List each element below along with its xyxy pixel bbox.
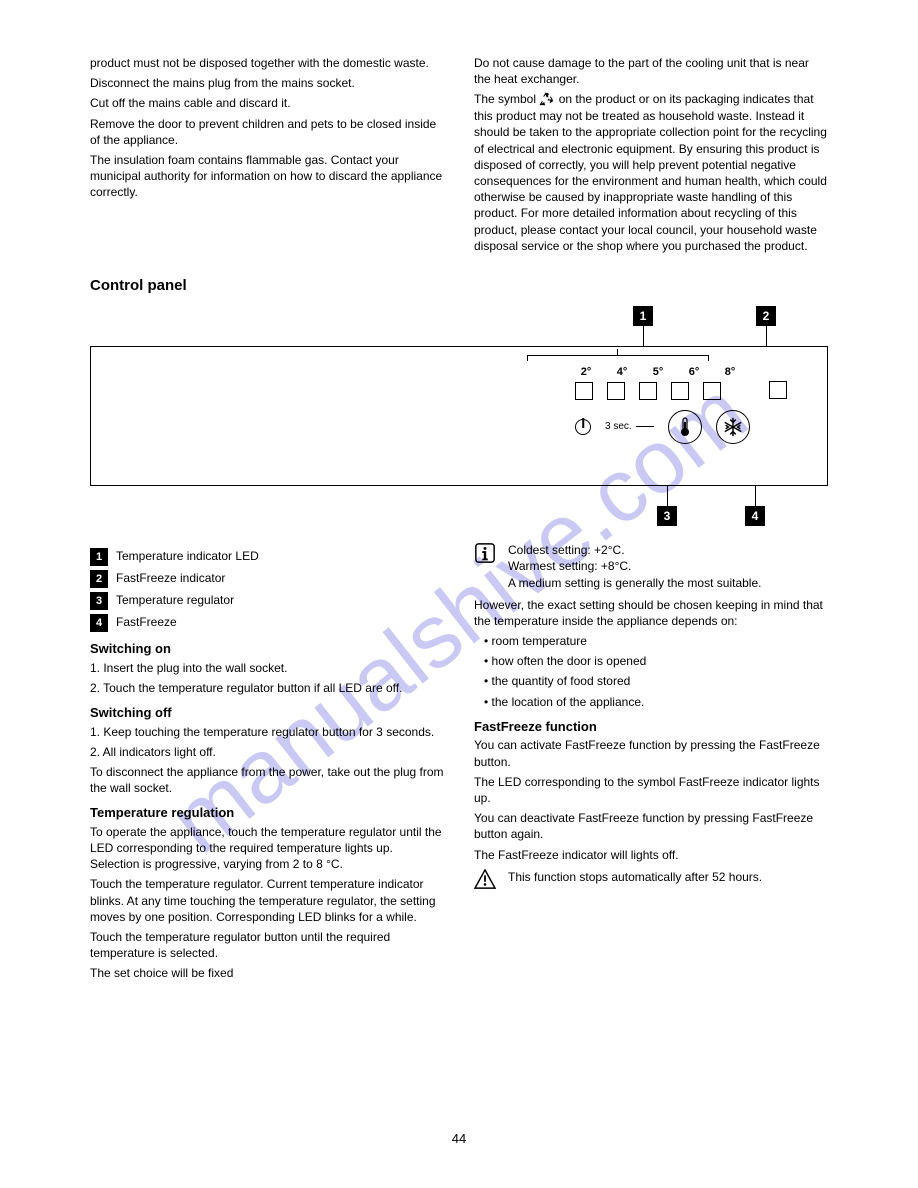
intro-l3: Remove the door to prevent children and … [90,116,444,148]
sec-label: 3 sec. [605,420,632,434]
switch-off-1: 1. Keep touching the temperature regulat… [90,724,444,740]
caution-icon [474,869,496,893]
symbol-lead: The symbol [474,92,536,106]
body-left: 1 Temperature indicator LED 2 FastFreeze i… [90,542,444,985]
snowflake-icon [722,416,744,438]
factor-0-t: room temperature [492,634,587,648]
temp-reg-h: Temperature regulation [90,804,444,822]
switch-off-2: 2. All indicators light off. [90,744,444,760]
ff-off2: The FastFreeze indicator will lights off… [474,847,828,863]
control-row: 3 sec. [575,410,787,444]
factor-2-t: the quantity of food stored [492,674,631,688]
factor-1-t: how often the door is opened [492,654,647,668]
ff-p: You can activate FastFreeze function by … [474,737,828,769]
factor-3-t: the location of the appliance. [492,695,645,709]
fastfreeze-led [769,381,787,399]
lead-1 [643,326,644,346]
ff-caution: This function stops automatically after … [508,869,762,885]
intro-right: Do not cause damage to the part of the c… [474,55,828,258]
legend-n4: 4 [90,614,108,632]
led-box [607,382,625,400]
page-content: product must not be disposed together wi… [90,55,828,986]
factor-2: • the quantity of food stored [474,673,828,689]
legend-n3: 3 [90,592,108,610]
bracket-lead [617,349,618,355]
intro-l1: Disconnect the mains plug from the mains… [90,75,444,91]
temp-6: 6° [683,365,705,380]
intro-columns: product must not be disposed together wi… [90,55,828,258]
temp-bracket [527,355,709,361]
led-box [671,382,689,400]
temp-button[interactable] [668,410,702,444]
thermometer-icon [677,417,693,437]
lead-4 [755,486,756,506]
ff-led: The LED corresponding to the symbol Fast… [474,774,828,806]
intro-l2: Cut off the mains cable and discard it. [90,95,444,111]
lead-3 [667,486,668,506]
intro-l4: The insulation foam contains flammable g… [90,152,444,201]
intro-r1: The symbol on the product or on its pack… [474,91,828,254]
legend-t2: FastFreeze indicator [116,570,225,586]
factor-1: • how often the door is opened [474,653,828,669]
factors-lead: However, the exact setting should be cho… [474,597,828,629]
switch-off-unplug: To disconnect the appliance from the pow… [90,764,444,796]
legend-n1: 1 [90,548,108,566]
body-columns: 1 Temperature indicator LED 2 FastFreeze i… [90,542,828,985]
intro-r0: Do not cause damage to the part of the c… [474,55,828,87]
panel-frame: 2° 4° 5° 6° 8° [90,346,828,486]
temp-2: 2° [575,365,597,380]
intro-l0: product must not be disposed together wi… [90,55,444,71]
ff-off: You can deactivate FastFreeze function b… [474,810,828,842]
factor-3: • the location of the appliance. [474,694,828,710]
led-box [703,382,721,400]
led-box [575,382,593,400]
temp-labels: 2° 4° 5° 6° 8° [575,365,741,380]
lead-2 [766,326,767,346]
ff-h: FastFreeze function [474,718,828,736]
recycle-icon [539,92,555,108]
legend-t3: Temperature regulator [116,592,234,608]
switch-on-2: 2. Touch the temperature regulator butto… [90,680,444,696]
switch-on-1: 1. Insert the plug into the wall socket. [90,660,444,676]
temp-reg-note: The set choice will be fixed [90,965,444,981]
legend-list: 1 Temperature indicator LED 2 FastFreeze i… [90,548,444,632]
temp-reg-p1: To operate the appliance, touch the temp… [90,824,444,873]
marker-4: 4 [745,506,765,526]
power-icon [575,419,591,435]
temp-reg-p3: Touch the temperature regulator button u… [90,929,444,961]
factor-0: • room temperature [474,633,828,649]
marker-1: 1 [633,306,653,326]
temp-tip: Coldest setting: +2°C. Warmest setting: … [508,542,761,591]
switch-on-h: Switching on [90,640,444,658]
switch-off-h: Switching off [90,704,444,722]
page-number: 44 [0,1130,918,1148]
temp-reg-p2: Touch the temperature regulator. Current… [90,876,444,925]
intro-r1-text: on the product or on its packaging indic… [474,92,827,252]
intro-left: product must not be disposed together wi… [90,55,444,258]
body-right: Coldest setting: +2°C. Warmest setting: … [474,542,828,985]
sec-underline [636,426,654,427]
legend-n2: 2 [90,570,108,588]
marker-2: 2 [756,306,776,326]
fastfreeze-button[interactable] [716,410,750,444]
temp-8: 8° [719,365,741,380]
temp-led-row [575,382,741,400]
led-box [639,382,657,400]
cp-title: Control panel [90,276,828,296]
legend-t1: Temperature indicator LED [116,548,259,564]
temp-4: 4° [611,365,633,380]
marker-3: 3 [657,506,677,526]
control-panel-diagram: 1 2 2° 4° 5° 6° 8° [90,306,828,526]
legend-t4: FastFreeze [116,614,177,630]
info-icon [474,542,496,568]
temp-5: 5° [647,365,669,380]
